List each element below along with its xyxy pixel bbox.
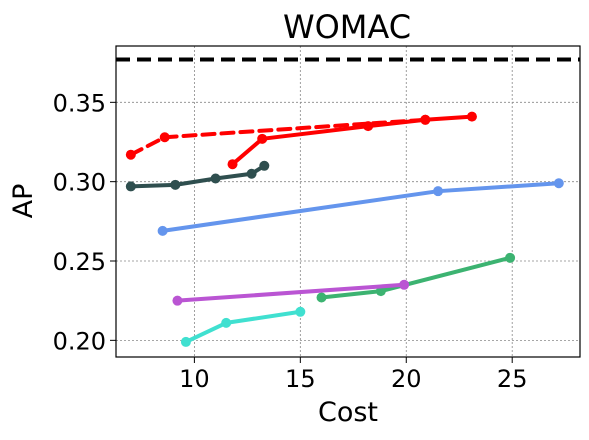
series-line — [175, 282, 407, 303]
y-tick-label: 0.35 — [53, 89, 106, 117]
series-line — [230, 114, 474, 167]
series-6 — [180, 306, 306, 347]
series-3 — [157, 178, 564, 236]
data-point — [505, 252, 516, 263]
data-point — [221, 317, 232, 328]
chart-title: WOMAC — [283, 8, 411, 46]
x-tick-label: 20 — [391, 365, 422, 393]
series-line — [183, 309, 303, 344]
y-axis: 0.20 0.25 0.30 0.35 — [53, 89, 116, 355]
data-point — [210, 173, 221, 184]
y-axis-title: AP — [8, 184, 39, 219]
data-point — [420, 114, 431, 125]
y-tick-label: 0.30 — [53, 169, 106, 197]
data-point — [125, 181, 136, 192]
data-point — [246, 168, 257, 179]
series-1 — [227, 111, 477, 170]
data-point — [257, 133, 268, 144]
x-tick-label: 15 — [285, 365, 316, 393]
series-2 — [125, 160, 270, 192]
data-point — [259, 160, 270, 171]
data-point — [180, 336, 191, 347]
data-point — [316, 292, 327, 303]
data-point — [553, 178, 564, 189]
data-point — [466, 111, 477, 122]
plot-frame — [115, 45, 581, 358]
x-tick-label: 10 — [179, 365, 210, 393]
data-point — [363, 121, 374, 132]
x-tick-label: 25 — [497, 365, 528, 393]
y-tick-label: 0.25 — [53, 248, 106, 276]
series-line — [319, 255, 513, 300]
data-point — [125, 149, 136, 160]
y-tick-label: 0.20 — [53, 327, 106, 355]
data-point — [295, 306, 306, 317]
series-4 — [316, 252, 516, 303]
data-point — [159, 132, 170, 143]
grid — [116, 46, 580, 357]
data-point — [375, 286, 386, 297]
data-point — [172, 295, 183, 306]
data-point — [170, 179, 181, 190]
x-axis: 10 15 20 25 — [179, 357, 527, 393]
data-point — [399, 279, 410, 290]
series-group — [125, 111, 564, 347]
data-point — [433, 186, 444, 197]
series-line — [128, 163, 267, 189]
x-axis-title: Cost — [318, 397, 378, 428]
series-5 — [172, 279, 410, 306]
series-line — [160, 181, 561, 233]
data-point — [157, 225, 168, 236]
data-point — [227, 159, 238, 170]
